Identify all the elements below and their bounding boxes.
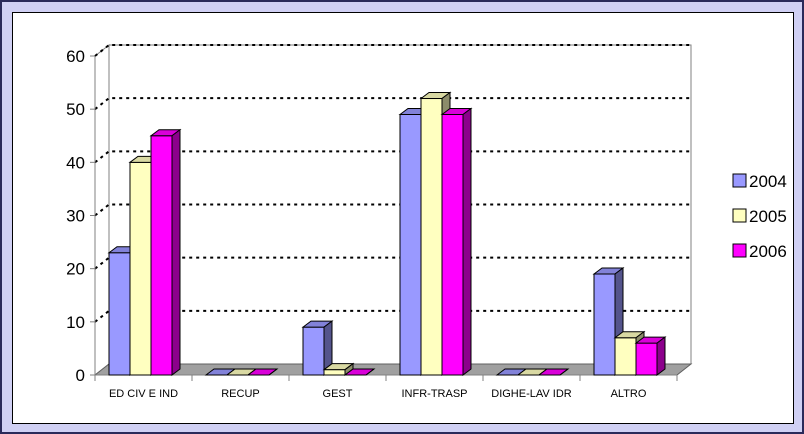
- x-tick-label: DIGHE-LAV IDR: [491, 388, 572, 400]
- x-tick-label: INFR-TRASP: [402, 388, 468, 400]
- bar: [149, 128, 182, 376]
- legend: 2004 2005 2006: [732, 172, 787, 261]
- y-tick-label: 30: [66, 207, 85, 226]
- y-tick-label: 40: [66, 153, 85, 172]
- legend-swatch: [732, 243, 747, 258]
- x-tick-label: ED CIV E IND: [109, 388, 178, 400]
- bars: [107, 91, 667, 376]
- legend-swatch: [732, 173, 747, 188]
- y-tick-label: 60: [66, 47, 85, 66]
- bar-front: [593, 273, 616, 376]
- y-tick-label: 0: [76, 366, 85, 385]
- legend-label: 2004: [749, 172, 787, 191]
- bar-side: [559, 368, 569, 376]
- bar: [440, 107, 473, 376]
- legend-label: 2005: [749, 207, 787, 226]
- bar-front: [441, 113, 464, 376]
- legend-swatch: [732, 208, 747, 223]
- bar-front: [323, 369, 346, 376]
- y-tick-label: 10: [66, 313, 85, 332]
- bar-front: [302, 326, 325, 376]
- x-tick-label: ALTRO: [611, 388, 647, 400]
- y-tick-label: 50: [66, 100, 85, 119]
- bar-front: [129, 161, 152, 376]
- bar-front: [420, 98, 443, 376]
- x-tick-label: GEST: [323, 388, 353, 400]
- y-tick-label: 20: [66, 260, 85, 279]
- x-axis: ED CIV E IND RECUP GEST INFR-TRASP DIGHE-LAV…: [94, 374, 678, 400]
- bar-front: [399, 113, 422, 376]
- bar: [343, 368, 376, 376]
- bar-front: [108, 252, 131, 376]
- bar-side: [268, 368, 278, 376]
- bar-side: [365, 368, 375, 376]
- x-tick-label: RECUP: [221, 388, 260, 400]
- bar: [634, 336, 667, 376]
- bar-side: [656, 336, 666, 376]
- bar: [537, 368, 570, 376]
- y-axis: 0 10 20 30 40 50 60: [66, 47, 96, 385]
- bar-front: [614, 337, 637, 376]
- bar-side: [462, 107, 472, 376]
- bar: [322, 362, 355, 376]
- bar-front: [150, 135, 173, 376]
- legend-label: 2006: [749, 242, 787, 261]
- bar: [301, 320, 334, 376]
- bar: [246, 368, 279, 376]
- bar-side: [171, 128, 181, 376]
- bar-front: [635, 342, 658, 376]
